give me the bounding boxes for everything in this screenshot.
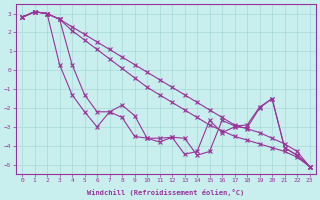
X-axis label: Windchill (Refroidissement éolien,°C): Windchill (Refroidissement éolien,°C) (87, 189, 244, 196)
